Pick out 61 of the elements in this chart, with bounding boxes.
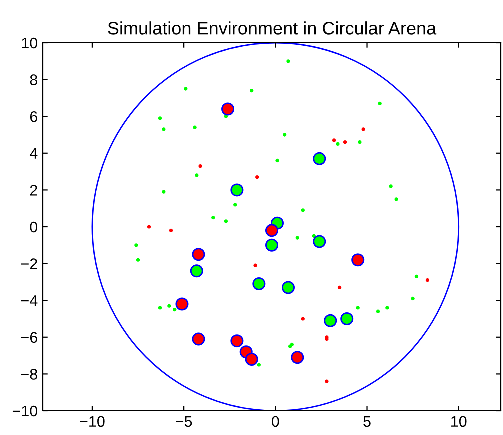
point <box>193 126 197 130</box>
point <box>343 140 348 144</box>
point <box>338 286 342 290</box>
y-tick-label: −6 <box>21 332 38 344</box>
x-tick-label: 0 <box>272 416 280 428</box>
y-tick-label: 4 <box>30 148 38 159</box>
point <box>356 306 360 310</box>
point <box>411 296 415 301</box>
point <box>282 133 287 137</box>
point <box>301 317 305 321</box>
point <box>147 225 152 229</box>
point <box>195 174 199 178</box>
y-tick-label: 2 <box>30 185 38 196</box>
y-tick-label: 8 <box>30 74 38 86</box>
y-tick-label: 0 <box>30 222 38 233</box>
point <box>158 116 162 120</box>
point <box>325 380 329 384</box>
y-tick-label: −2 <box>21 258 38 270</box>
point <box>173 308 177 312</box>
point <box>426 278 430 282</box>
point <box>376 310 380 314</box>
point <box>296 236 300 240</box>
point <box>254 264 258 268</box>
point <box>250 89 254 93</box>
point <box>378 102 382 106</box>
point <box>257 363 262 367</box>
point <box>168 304 172 308</box>
point <box>212 216 216 220</box>
point <box>198 164 202 168</box>
point <box>389 184 393 188</box>
point <box>358 140 362 144</box>
point <box>386 306 390 310</box>
point <box>394 198 398 202</box>
point <box>169 228 174 233</box>
y-tick-label: 6 <box>30 111 38 122</box>
point <box>184 87 188 91</box>
y-tick-label: 10 <box>22 38 38 49</box>
x-tick-label: −10 <box>80 416 105 428</box>
point <box>276 158 280 163</box>
point <box>312 234 316 238</box>
point <box>286 60 290 64</box>
point <box>224 220 228 224</box>
y-tick-label: −10 <box>12 406 38 417</box>
point <box>256 175 260 180</box>
point <box>162 128 166 132</box>
x-tick-label: 10 <box>452 416 467 428</box>
chart-title: Simulation Environment in Circular Arena <box>108 22 437 35</box>
point <box>301 208 305 212</box>
y-tick-label: −4 <box>21 296 38 306</box>
point <box>136 258 140 262</box>
point <box>162 190 166 194</box>
point <box>134 244 138 248</box>
point <box>158 306 162 310</box>
point <box>362 128 366 132</box>
x-tick-label: 5 <box>364 416 371 428</box>
point <box>234 203 238 207</box>
x-tick-label: −5 <box>176 416 192 428</box>
point <box>332 138 336 142</box>
point <box>414 274 419 279</box>
y-tick-label: −8 <box>21 369 38 380</box>
point <box>336 142 340 146</box>
